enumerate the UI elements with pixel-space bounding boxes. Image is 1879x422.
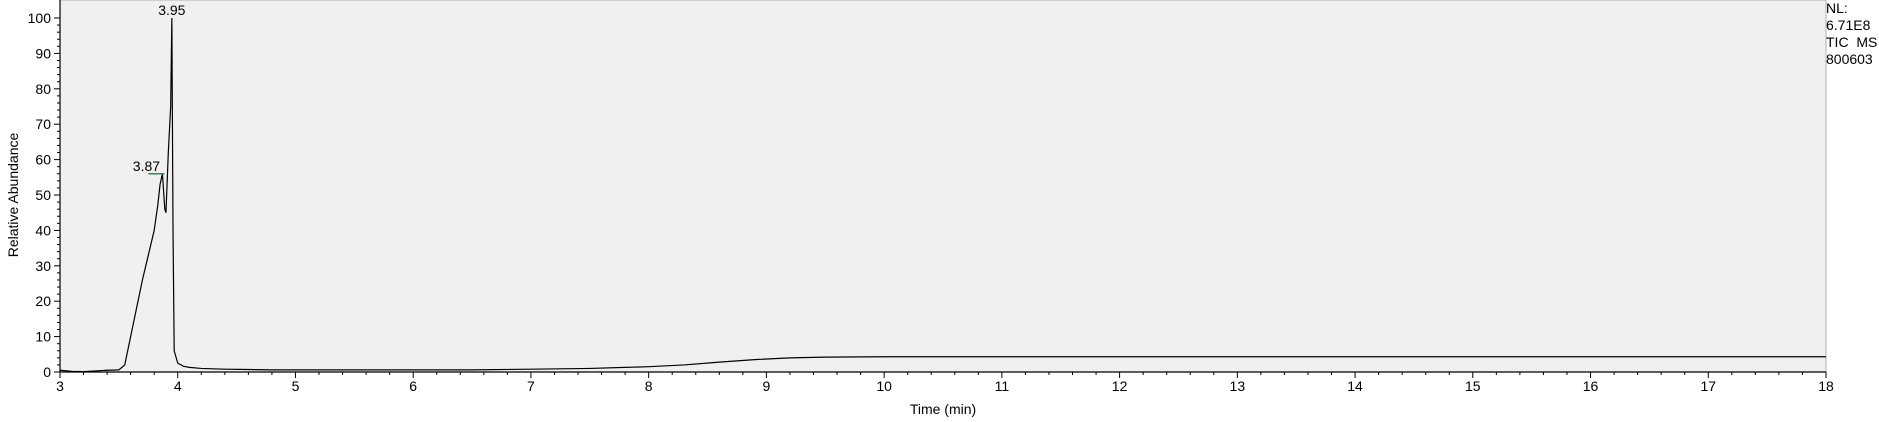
peak-label: 3.95 [158, 2, 185, 18]
y-tick-label: 0 [43, 364, 51, 380]
y-tick-label: 100 [28, 10, 52, 26]
peak-labels: 3.95 3.87 [133, 2, 186, 175]
x-tick-label: 7 [527, 378, 535, 394]
plot-area [59, 0, 1827, 373]
x-tick-label: 12 [1112, 378, 1128, 394]
x-tick-label: 18 [1818, 378, 1834, 394]
x-tick-label: 13 [1230, 378, 1246, 394]
trace-label: TIC MS [1826, 34, 1878, 50]
y-tick-label: 60 [35, 152, 51, 168]
y-tick-label: 70 [35, 116, 51, 132]
y-tick-label: 40 [35, 222, 51, 238]
x-tick-label: 11 [995, 378, 1010, 394]
x-tick-label: 15 [1465, 378, 1481, 394]
y-axis-label: Relative Abundance [5, 133, 21, 258]
x-axis-ticks: 3 4 5 6 7 8 9 10 11 12 13 14 15 16 17 18 [56, 372, 1834, 394]
y-axis-ticks: 0 10 20 30 40 50 60 70 80 90 100 [28, 10, 60, 380]
x-tick-label: 6 [409, 378, 417, 394]
x-tick-label: 5 [292, 378, 300, 394]
peak-label: 3.87 [133, 158, 160, 174]
y-tick-label: 10 [35, 329, 51, 345]
x-tick-label: 9 [763, 378, 771, 394]
y-tick-label: 90 [35, 45, 51, 61]
y-tick-label: 20 [35, 293, 51, 309]
x-axis-label: Time (min) [910, 401, 976, 417]
x-tick-label: 14 [1347, 378, 1363, 394]
x-tick-label: 4 [174, 378, 182, 394]
y-tick-label: 30 [35, 258, 51, 274]
x-tick-label: 10 [876, 378, 892, 394]
side-info-panel: NL: 6.71E8 TIC MS 800603 [1826, 0, 1878, 68]
x-tick-label: 8 [645, 378, 653, 394]
chromatogram-trace [59, 17, 1826, 373]
y-tick-label: 50 [35, 187, 51, 203]
file-id: 800603 [1826, 51, 1873, 67]
nl-value: 6.71E8 [1826, 17, 1871, 33]
x-tick-label: 16 [1583, 378, 1599, 394]
nl-label: NL: [1826, 0, 1848, 16]
x-tick-label: 17 [1700, 378, 1716, 394]
y-tick-label: 80 [35, 81, 51, 97]
x-tick-label: 3 [56, 378, 64, 394]
